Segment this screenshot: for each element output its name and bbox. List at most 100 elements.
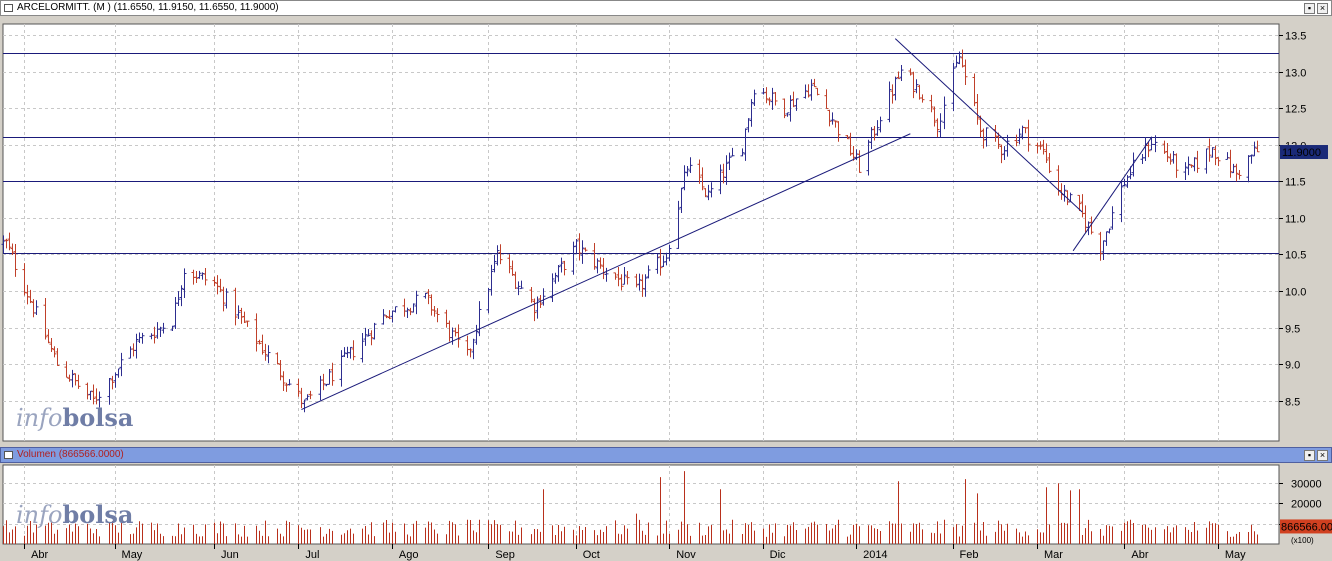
ohlc-bar	[197, 270, 202, 279]
minimize-button[interactable]: ▪	[1304, 450, 1315, 461]
ohlc-bar	[1068, 192, 1073, 203]
ohlc-bar	[281, 371, 286, 391]
ohlc-bar	[809, 79, 814, 101]
ohlc-bar	[634, 273, 639, 288]
ohlc-bar	[697, 159, 702, 184]
price-tick-label: 11.0	[1285, 214, 1306, 226]
ohlc-bar	[275, 352, 280, 365]
ohlc-bar	[794, 98, 799, 111]
price-panel-header[interactable]: ARCELORMITT. (M ) (11.6550, 11.9150, 11.…	[0, 0, 1332, 16]
ohlc-bar	[200, 272, 205, 280]
ohlc-bar	[242, 311, 247, 323]
ohlc-bar	[999, 144, 1004, 164]
ohlc-bar	[785, 112, 790, 117]
ohlc-bar	[724, 155, 729, 185]
ohlc-bar	[70, 369, 75, 388]
ohlc-bar	[676, 200, 681, 249]
ohlc-bar	[134, 333, 139, 359]
ohlc-bar	[339, 350, 344, 387]
ohlc-bar	[743, 128, 748, 161]
ohlc-bar	[308, 390, 313, 400]
ohlc-bar	[963, 59, 968, 85]
ohlc-bar	[1216, 157, 1221, 167]
ohlc-bar	[890, 84, 895, 104]
ohlc-bar	[360, 333, 365, 363]
ohlc-bar	[667, 244, 672, 262]
month-label: May	[122, 549, 143, 561]
ohlc-bar	[1207, 138, 1212, 162]
ohlc-bar	[76, 374, 81, 389]
ohlc-bar	[1255, 140, 1260, 153]
ohlc-bar	[91, 384, 96, 405]
ohlc-bar	[984, 127, 989, 147]
ohlc-bar	[305, 394, 310, 401]
ohlc-bar	[1, 235, 6, 254]
ohlc-bar	[477, 301, 482, 337]
ohlc-bar	[381, 309, 386, 325]
price-panel-title: ARCELORMITT. (M ) (11.6550, 11.9150, 11.…	[17, 2, 279, 13]
price-tick-label: 9.5	[1285, 324, 1300, 336]
ohlc-bar	[426, 289, 431, 305]
close-button[interactable]: ×	[1317, 450, 1328, 461]
ohlc-bar	[1089, 216, 1094, 235]
ohlc-bar	[179, 285, 184, 307]
ohlc-bar	[1162, 140, 1167, 154]
ohlc-bar	[1174, 153, 1179, 178]
volume-panel-header[interactable]: Volumen (866566.0000) ▪ ×	[0, 447, 1332, 463]
ohlc-bar	[1165, 143, 1170, 162]
ohlc-bar	[510, 260, 515, 276]
ohlc-bar	[221, 286, 226, 312]
month-label: Dic	[770, 549, 786, 561]
ohlc-bar	[1183, 162, 1188, 180]
window-icon[interactable]	[4, 4, 13, 12]
ohlc-bar	[1110, 206, 1115, 230]
ohlc-bar	[296, 378, 301, 397]
ohlc-bar	[550, 273, 555, 302]
ohlc-bar	[604, 267, 609, 282]
ohlc-bar	[679, 187, 684, 214]
ohlc-bar	[1210, 147, 1215, 158]
ohlc-bar	[709, 182, 714, 198]
minimize-button[interactable]: ▪	[1304, 3, 1315, 14]
ohlc-bar	[468, 348, 473, 358]
watermark-part2: bolsa	[62, 500, 133, 529]
ohlc-bar	[384, 315, 389, 319]
ohlc-bar	[28, 289, 33, 304]
volume-vertical-gridlines	[24, 465, 1219, 544]
ohlc-bar	[302, 399, 307, 413]
ohlc-bar	[643, 274, 648, 297]
ohlc-bar	[929, 94, 934, 113]
ohlc-bar	[583, 247, 588, 252]
window-icon[interactable]	[4, 451, 13, 459]
ohlc-bar	[848, 132, 853, 156]
ohlc-bar	[1237, 169, 1242, 180]
ohlc-bar	[773, 91, 778, 106]
ohlc-bar	[97, 391, 102, 408]
ohlc-bar	[857, 150, 862, 173]
ohlc-bar	[954, 55, 959, 68]
ohlc-bar	[495, 245, 500, 266]
ohlc-bar	[764, 87, 769, 104]
close-button[interactable]: ×	[1317, 3, 1328, 14]
ohlc-bar	[830, 112, 835, 125]
ohlc-bar	[1146, 141, 1151, 158]
ohlc-bar	[541, 288, 546, 306]
ohlc-bar	[1189, 164, 1194, 168]
ohlc-bar	[10, 243, 15, 255]
ohlc-bar	[580, 240, 585, 264]
price-tick-label: 12.5	[1285, 104, 1306, 116]
ohlc-bar	[1104, 231, 1109, 246]
ohlc-bar	[951, 62, 956, 112]
ohlc-bar	[878, 116, 883, 133]
month-label: Ago	[399, 549, 419, 561]
ohlc-bar	[170, 325, 175, 331]
ohlc-bar	[658, 248, 663, 276]
ohlc-bar	[119, 352, 124, 377]
ohlc-bar	[1041, 139, 1046, 155]
ohlc-bar	[1249, 154, 1254, 164]
ohlc-bar	[161, 322, 166, 334]
ohlc-bar	[788, 95, 793, 122]
ohlc-bar	[1246, 155, 1251, 183]
ohlc-bar	[239, 307, 244, 324]
ohlc-bar	[938, 113, 943, 138]
